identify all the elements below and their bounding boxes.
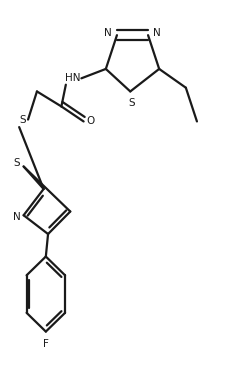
Text: S: S — [128, 98, 135, 108]
Text: N: N — [153, 28, 161, 38]
Text: N: N — [13, 212, 20, 222]
Text: HN: HN — [65, 73, 80, 83]
Text: S: S — [19, 115, 26, 125]
Text: F: F — [43, 339, 49, 349]
Text: S: S — [13, 158, 20, 168]
Text: N: N — [104, 28, 112, 38]
Text: O: O — [87, 116, 95, 127]
